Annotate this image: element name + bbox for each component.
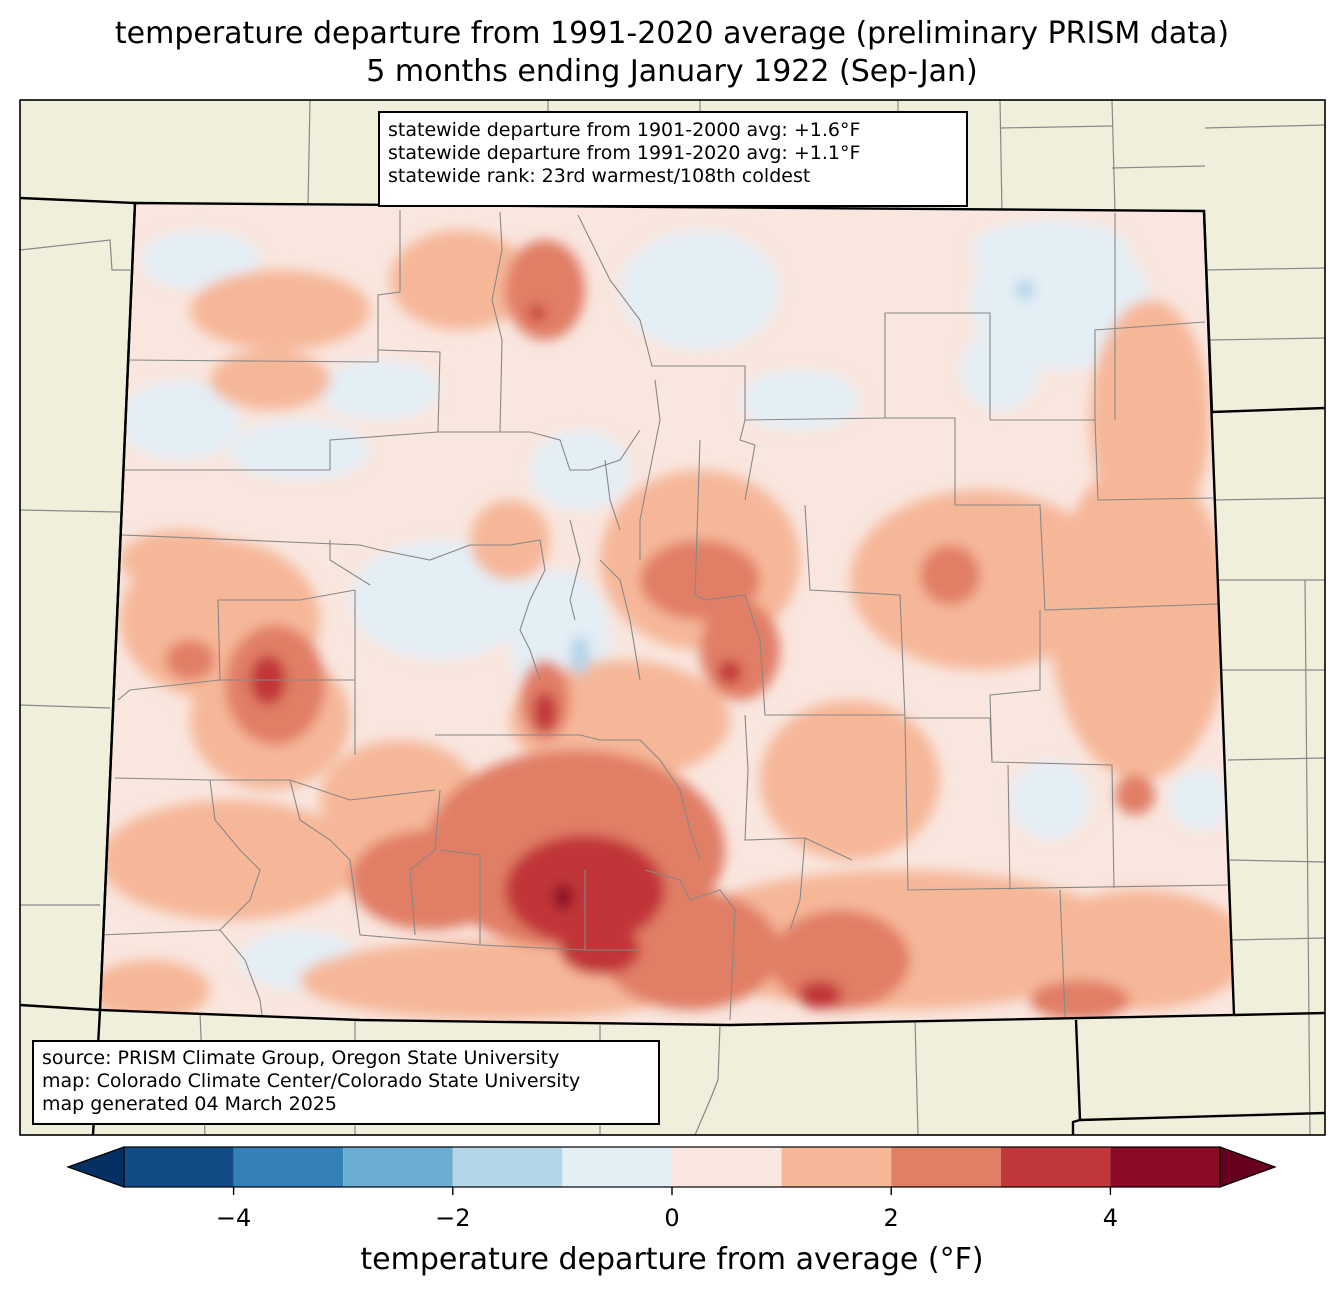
colorbar-bin-7	[891, 1147, 1001, 1187]
county-lines	[100, 210, 1231, 1021]
colorbar-bin-5	[672, 1147, 782, 1187]
colorbar-label: temperature departure from average (°F)	[360, 1242, 984, 1277]
colorbar-bin-4	[562, 1147, 672, 1187]
temperature-field	[100, 203, 1234, 1025]
colorbar-bin-9	[1110, 1147, 1220, 1187]
colorbar-tick-label: 0	[664, 1204, 680, 1232]
stats-rank: statewide rank: 23rd warmest/108th colde…	[388, 165, 811, 187]
colorbar-tick-label: −2	[435, 1204, 471, 1232]
map-subtitle: 5 months ending January 1922 (Sep-Jan)	[366, 54, 978, 89]
statewide-stats-box: statewide departure from 1901-2000 avg: …	[378, 111, 968, 207]
colorbar-tick-label: 4	[1102, 1204, 1119, 1232]
map-frame	[19, 99, 1326, 1136]
colorbar-bin-3	[452, 1147, 563, 1187]
stats-departure-1991-2020: statewide departure from 1991-2020 avg: …	[388, 142, 861, 164]
stats-departure-1901-2000: statewide departure from 1901-2000 avg: …	[388, 119, 861, 141]
state-boundaries	[19, 196, 1326, 1136]
colorbar-bin-2	[343, 1147, 453, 1187]
source-line: source: PRISM Climate Group, Oregon Stat…	[42, 1047, 560, 1069]
colorbar-bin-0	[124, 1147, 234, 1187]
map-credit-line: map: Colorado Climate Center/Colorado St…	[42, 1070, 581, 1092]
colorbar	[66, 1146, 1277, 1195]
colorbar-tick-label: 2	[883, 1204, 899, 1232]
colorbar-over-arrow	[1219, 1146, 1277, 1188]
generated-date-line: map generated 04 March 2025	[42, 1093, 337, 1115]
source-box: source: PRISM Climate Group, Oregon Stat…	[32, 1040, 660, 1125]
colorbar-bin-1	[233, 1147, 344, 1187]
colorbar-tick-label: −4	[215, 1204, 252, 1232]
map-title: temperature departure from 1991-2020 ave…	[114, 16, 1230, 51]
colorbar-bin-8	[1000, 1147, 1111, 1187]
colorbar-bin-6	[781, 1147, 892, 1187]
colorbar-under-arrow	[66, 1146, 125, 1188]
